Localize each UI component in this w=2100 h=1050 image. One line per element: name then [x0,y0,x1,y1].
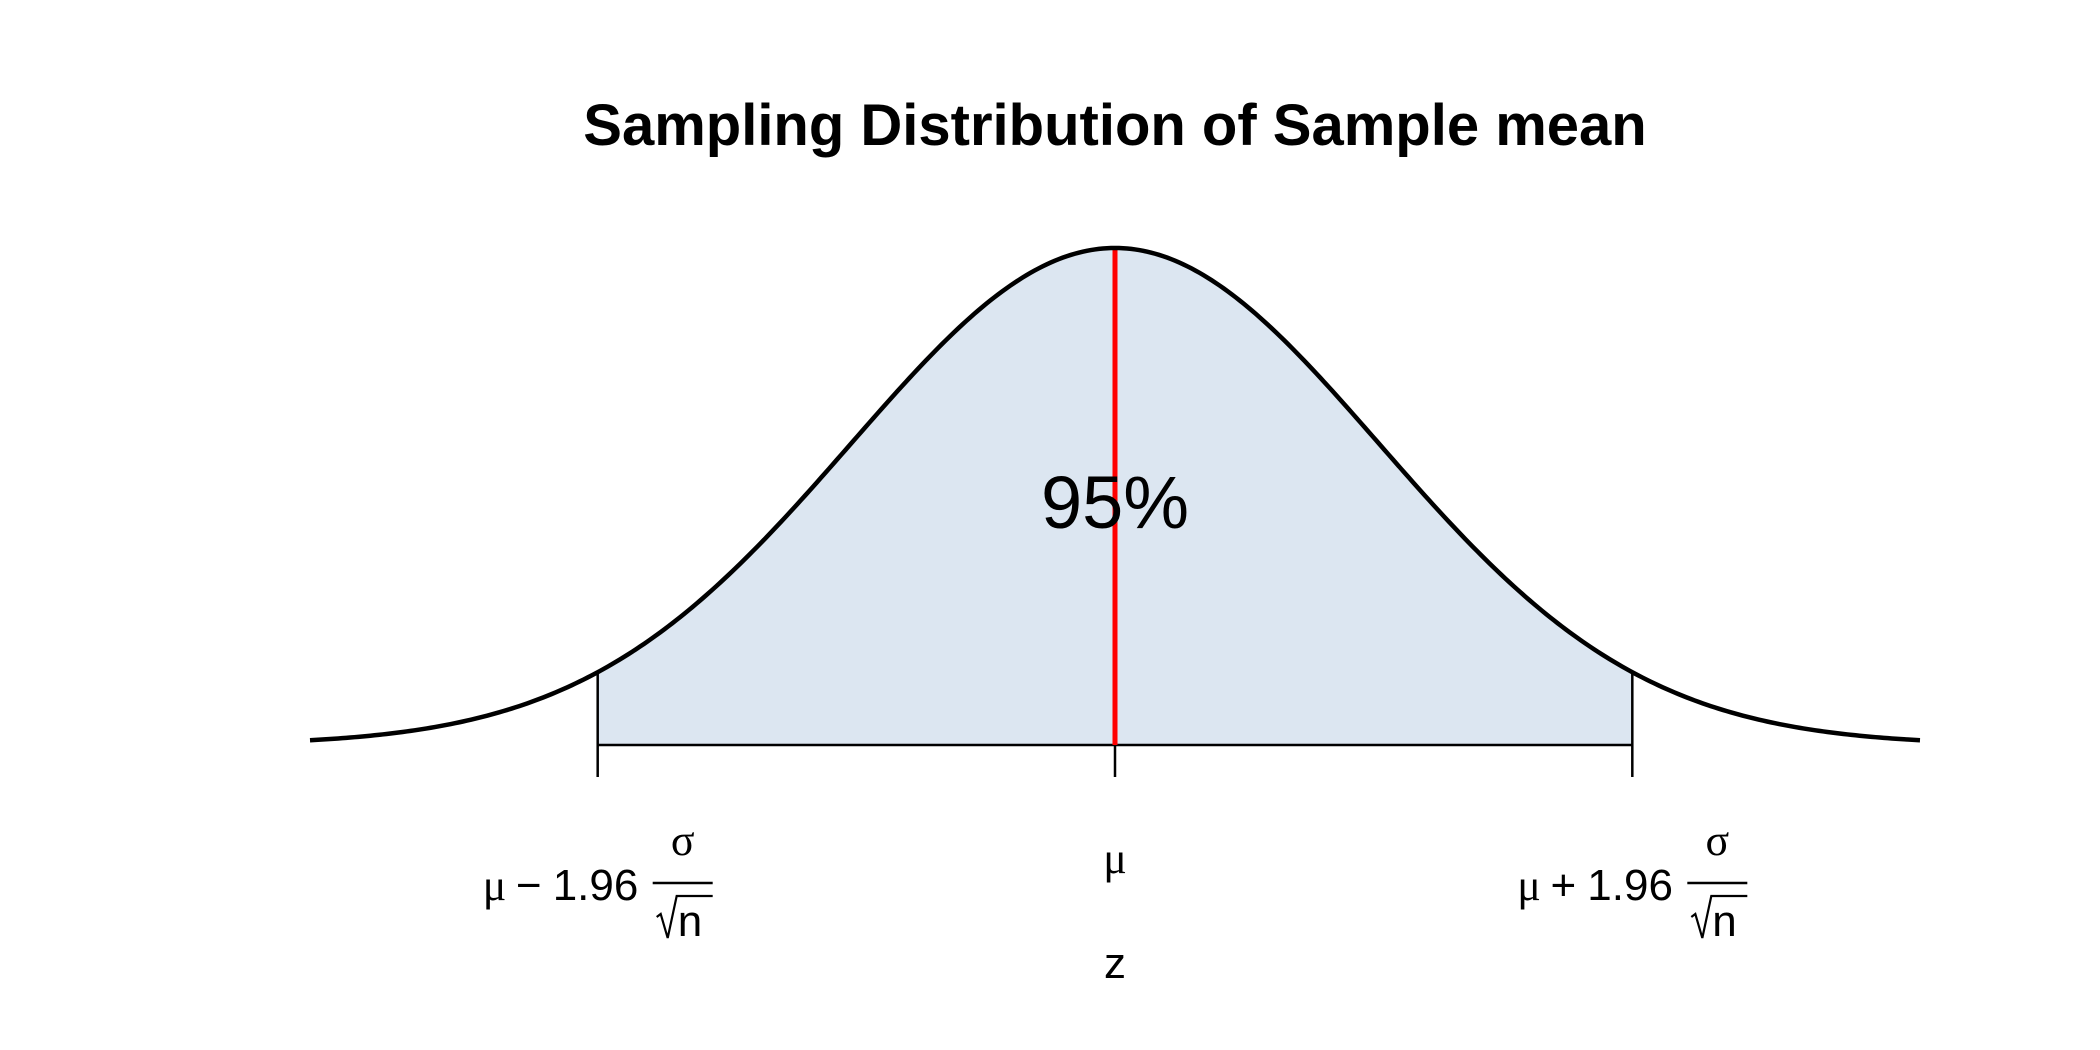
x-tick-label-operator: − [516,861,542,910]
shaded-area-label: 95% [1041,461,1189,544]
x-tick-label-denominator: n [1712,897,1736,946]
x-tick-label-operator: + [1550,861,1576,910]
sqrt-sign [656,894,713,939]
x-tick-label-coefficient: 1.96 [553,861,639,910]
chart-title: Sampling Distribution of Sample mean [583,93,1646,158]
x-tick-1: μ [1103,745,1127,883]
x-tick-0: μ −1.96 σn [483,745,713,946]
x-tick-label-mu: μ [1103,834,1127,883]
density-curve [309,245,1921,743]
x-tick-label-numerator: σ [1705,816,1729,865]
x-axis-label: z [1104,939,1126,988]
x-tick-label-coefficient: 1.96 [1587,861,1673,910]
sqrt-sign [1690,894,1748,939]
x-tick-label-mu: μ [483,861,507,910]
x-tick-label-numerator: σ [671,816,695,865]
plot-area [309,245,1921,747]
x-tick-label-mu: μ [1517,861,1541,910]
x-tick-2: μ +1.96 σn [1517,745,1748,946]
x-tick-label-denominator: n [678,897,702,946]
